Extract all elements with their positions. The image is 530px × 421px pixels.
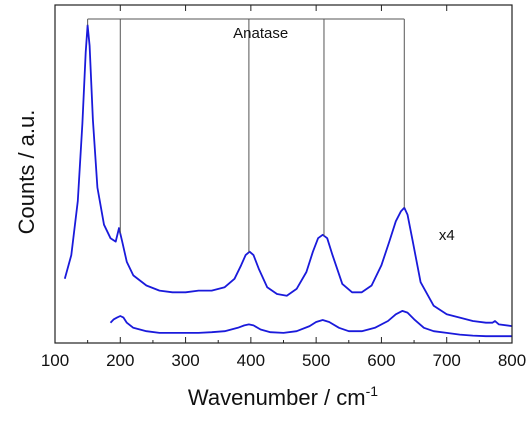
series-layer bbox=[63, 24, 513, 338]
anatase-peak-markers bbox=[87, 18, 405, 253]
plot-frame bbox=[54, 4, 513, 344]
x-tick-label-100: 100 bbox=[41, 351, 69, 370]
x-axis-title-text: Wavenumber / cm bbox=[188, 385, 366, 410]
x-tick-label-500: 500 bbox=[302, 351, 330, 370]
x-tick-label-400: 400 bbox=[237, 351, 265, 370]
x-axis-ticks bbox=[54, 5, 513, 343]
x-tick-label-200: 200 bbox=[106, 351, 134, 370]
anatase-label: Anatase bbox=[233, 25, 288, 42]
y-axis-title: Counts / a.u. bbox=[14, 110, 39, 235]
x-axis-title: Wavenumber / cm-1 bbox=[188, 383, 378, 410]
x-tick-label-800: 800 bbox=[498, 351, 526, 370]
x-tick-label-300: 300 bbox=[171, 351, 199, 370]
x-axis-title-superscript: -1 bbox=[366, 383, 379, 399]
x-tick-label-700: 700 bbox=[433, 351, 461, 370]
plot-area: 100 200 300 400 500 600 700 800 Anatase x4 bbox=[41, 4, 526, 370]
spectrum-line bbox=[109, 310, 512, 338]
spectrum-line-x4 bbox=[63, 24, 513, 327]
scale-factor-label: x4 bbox=[439, 227, 455, 244]
x-axis-tick-labels: 100 200 300 400 500 600 700 800 bbox=[41, 351, 526, 370]
x-tick-label-600: 600 bbox=[367, 351, 395, 370]
